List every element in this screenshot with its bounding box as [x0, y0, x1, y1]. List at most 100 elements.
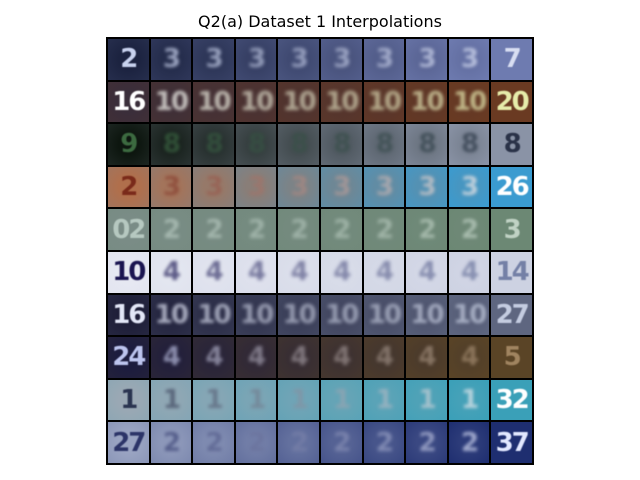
digit-glyph: 10 — [367, 86, 402, 117]
sample-cell: 3 — [235, 166, 277, 208]
sample-cell: 3 — [448, 166, 490, 208]
sample-cell: 8 — [448, 124, 490, 165]
figure-title: Q2(a) Dataset 1 Interpolations — [198, 12, 442, 31]
sample-cell: 1 — [108, 379, 149, 421]
sample-cell: 4 — [320, 337, 362, 378]
sample-cell: 4 — [406, 337, 447, 378]
sample-cell: 10 — [108, 251, 149, 293]
digit-glyph: 10 — [240, 86, 274, 117]
sample-cell: 8 — [406, 124, 447, 165]
digit-glyph: 16 — [112, 299, 146, 330]
digit-glyph: 02 — [112, 214, 146, 245]
digit-glyph: 10 — [410, 86, 444, 117]
digit-glyph: 1 — [461, 385, 479, 416]
sample-cell: 10 — [406, 294, 447, 336]
sample-cell: 4 — [150, 251, 192, 293]
sample-cell: 24 — [108, 337, 149, 378]
digit-glyph: 2 — [461, 214, 479, 245]
digit-glyph: 4 — [333, 342, 351, 373]
digit-glyph: 4 — [162, 342, 181, 373]
sample-cell: 2 — [193, 422, 234, 463]
digit-glyph: 1 — [375, 385, 394, 416]
sample-cell: 10 — [235, 294, 277, 336]
sample-cell: 3 — [320, 39, 362, 80]
digit-glyph: 8 — [248, 129, 266, 160]
digit-glyph: 2 — [205, 214, 223, 245]
digit-glyph: 3 — [503, 214, 522, 245]
digit-glyph: 8 — [503, 129, 522, 160]
digit-glyph: 4 — [461, 257, 479, 288]
sample-cell: 8 — [150, 124, 192, 165]
digit-glyph: 10 — [367, 299, 402, 330]
digit-glyph: 2 — [418, 427, 436, 458]
digit-glyph: 1 — [205, 385, 223, 416]
digit-glyph: 10 — [154, 299, 189, 330]
digit-glyph: 2 — [290, 427, 309, 458]
sample-cell: 02 — [108, 209, 149, 250]
digit-glyph: 4 — [205, 257, 223, 288]
digit-glyph: 3 — [461, 172, 479, 203]
sample-cell: 2 — [108, 166, 149, 208]
sample-cell: 4 — [193, 251, 234, 293]
digit-glyph: 4 — [375, 342, 394, 373]
sample-cell: 8 — [320, 124, 362, 165]
digit-glyph: 3 — [162, 172, 181, 203]
digit-glyph: 10 — [453, 86, 487, 117]
digit-glyph: 2 — [418, 214, 436, 245]
digit-glyph: 10 — [197, 86, 231, 117]
sample-cell: 2 — [278, 422, 319, 463]
sample-cell: 10 — [193, 294, 234, 336]
sample-cell: 1 — [320, 379, 362, 421]
digit-glyph: 37 — [495, 427, 530, 458]
digit-glyph: 10 — [240, 299, 274, 330]
sample-cell: 10 — [320, 81, 362, 123]
sample-cell: 2 — [363, 422, 405, 463]
sample-cell: 3 — [491, 209, 532, 250]
digit-glyph: 24 — [112, 342, 146, 373]
sample-cell: 4 — [448, 251, 490, 293]
digit-glyph: 4 — [418, 342, 436, 373]
digit-glyph: 3 — [418, 44, 436, 75]
sample-cell: 26 — [491, 166, 532, 208]
digit-glyph: 2 — [120, 172, 138, 203]
sample-cell: 5 — [491, 337, 532, 378]
sample-cell: 2 — [278, 209, 319, 250]
digit-glyph: 4 — [333, 257, 351, 288]
sample-cell: 2 — [320, 209, 362, 250]
sample-cell: 10 — [235, 81, 277, 123]
digit-glyph: 3 — [375, 172, 394, 203]
digit-glyph: 8 — [461, 129, 479, 160]
sample-cell: 3 — [278, 166, 319, 208]
sample-cell: 10 — [193, 81, 234, 123]
digit-glyph: 2 — [375, 427, 394, 458]
digit-glyph: 27 — [112, 427, 146, 458]
sample-cell: 1 — [235, 379, 277, 421]
digit-glyph: 7 — [503, 44, 522, 75]
sample-cell: 3 — [363, 39, 405, 80]
digit-glyph: 4 — [248, 257, 266, 288]
sample-cell: 16 — [108, 294, 149, 336]
sample-cell: 2 — [406, 209, 447, 250]
digit-glyph: 10 — [325, 86, 359, 117]
digit-glyph: 3 — [461, 44, 479, 75]
sample-cell: 10 — [320, 294, 362, 336]
digit-glyph: 1 — [333, 385, 351, 416]
digit-glyph: 2 — [205, 427, 223, 458]
sample-cell: 27 — [491, 294, 532, 336]
sample-cell: 37 — [491, 422, 532, 463]
digit-glyph: 3 — [248, 172, 266, 203]
digit-glyph: 4 — [461, 342, 479, 373]
digit-glyph: 2 — [248, 427, 266, 458]
sample-cell: 14 — [491, 251, 532, 293]
sample-cell: 2 — [235, 422, 277, 463]
digit-glyph: 8 — [418, 129, 436, 160]
sample-cell: 3 — [448, 39, 490, 80]
sample-cell: 3 — [406, 39, 447, 80]
digit-glyph: 4 — [418, 257, 436, 288]
digit-glyph: 1 — [162, 385, 181, 416]
sample-cell: 4 — [235, 251, 277, 293]
digit-glyph: 32 — [495, 385, 530, 416]
digit-glyph: 3 — [205, 44, 223, 75]
digit-glyph: 10 — [325, 299, 359, 330]
digit-glyph: 3 — [162, 44, 181, 75]
